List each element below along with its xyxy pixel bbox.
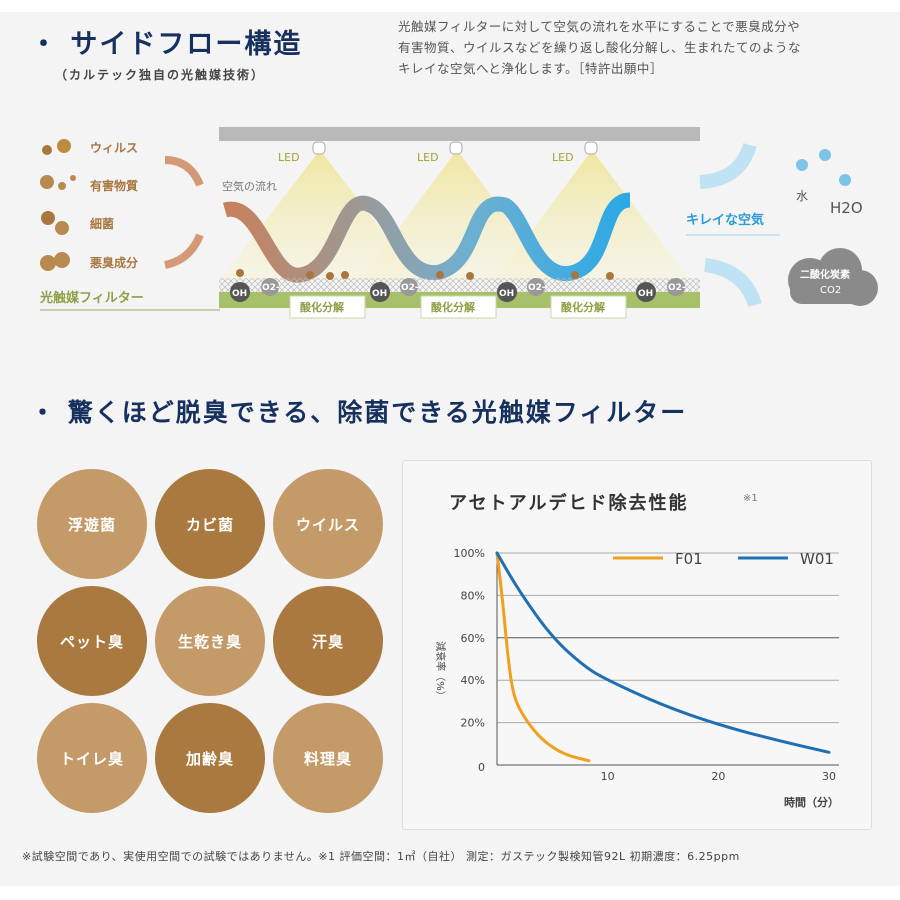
outflow-arrow-icon [699, 142, 757, 189]
section-subtitle: （カルテック独自の光触媒技術） [55, 68, 266, 82]
inflow-arrow-icon [164, 156, 204, 187]
led-light-cone [495, 150, 690, 280]
chart-title: アセトアルデヒド除去性能 [449, 492, 688, 514]
target-circle: 料理臭 [273, 703, 383, 813]
o2-marker [527, 278, 545, 296]
y-tick-label: 20% [461, 717, 485, 730]
led-label: LED [278, 151, 300, 164]
oxidation-label: 酸化分解 [300, 300, 344, 314]
y-tick-label: 100% [454, 547, 485, 560]
oh-label: OH [638, 289, 653, 299]
o2-label: O2- [401, 283, 419, 293]
target-circle: トイレ臭 [37, 703, 147, 813]
inflow-arrow-icon [164, 233, 204, 269]
water-drop-icon [796, 149, 851, 186]
input-harmful: 有害物質 [40, 175, 138, 193]
chart-panel: アセトアルデヒド除去性能 ※1 減衰率（%） 時間（分） 0 20% 40% 60% 8… [402, 460, 872, 830]
plot-area: 0 20% 40% 60% 80% 100% 10 20 30 F01 W01 [454, 547, 839, 783]
oxidation-boxes: 酸化分解 酸化分解 酸化分解 [289, 295, 627, 319]
description-line: 光触媒フィルターに対して空気の流れを水平にすることで悪臭成分や [398, 19, 801, 34]
o2-label: O2- [528, 283, 546, 293]
y-tick-label: 60% [461, 632, 485, 645]
section-title-filter: ・ 驚くほど脱臭できる、除菌できる光触媒フィルター [30, 398, 688, 427]
o2-marker [667, 278, 685, 296]
footnote: ※試験空間であり、実使用空間での試験ではありません。※1 評価空間：1㎥（自社）… [22, 850, 740, 863]
y-tick-label: 80% [461, 589, 485, 602]
target-circle: カビ菌 [155, 469, 265, 579]
input-label: 細菌 [90, 216, 114, 231]
x-tick-label: 30 [822, 770, 836, 783]
h2o-label: H2O [830, 199, 863, 217]
target-circle: ペット臭 [37, 586, 147, 696]
led-label: LED [552, 151, 574, 164]
side-flow-diagram: ウィルス 有害物質 細菌 悪臭成分 光触媒フィルター LED LED LED 空… [39, 127, 878, 319]
target-circle: ウイルス [273, 469, 383, 579]
filter-mesh [219, 278, 700, 292]
oh-label: OH [372, 289, 387, 299]
target-circle: 加齢臭 [155, 703, 265, 813]
series-line-f01 [495, 551, 591, 763]
oxidation-box [420, 295, 497, 319]
input-bacteria: 細菌 [41, 211, 114, 235]
section-description: 光触媒フィルターに対して空気の流れを水平にすることで悪臭成分や 有害物質、ウイル… [398, 16, 898, 79]
o2-label: O2- [668, 283, 686, 293]
input-odor: 悪臭成分 [40, 252, 138, 271]
clean-air-label: キレイな空気 [686, 212, 764, 228]
outflow-arrow-icon [703, 258, 762, 308]
led-bulb-icon [584, 141, 598, 155]
ceiling-bar [219, 127, 700, 141]
led-bulb-icon [312, 141, 326, 155]
section-title-side-flow: ・ サイドフロー構造 [30, 29, 303, 60]
o2-marker [400, 278, 418, 296]
y-tick-label: 0 [478, 761, 485, 774]
oh-label: OH [499, 289, 514, 299]
oh-marker [497, 282, 517, 302]
oh-marker [636, 282, 656, 302]
chart-title-note: ※1 [743, 493, 758, 504]
description-line: 有害物質、ウイルスなどを繰り返し酸化分解し、生まれたてのような [398, 40, 802, 55]
led-label: LED [417, 151, 439, 164]
y-axis-label: 減衰率（%） [434, 641, 447, 701]
input-label: 有害物質 [90, 178, 138, 193]
input-label: 悪臭成分 [90, 255, 138, 270]
oxidation-box [550, 295, 627, 319]
target-circle: 汗臭 [273, 586, 383, 696]
oh-marker [230, 282, 250, 302]
x-tick-label: 10 [601, 770, 615, 783]
oxidation-label: 酸化分解 [561, 300, 605, 314]
led-bulb-icon [449, 141, 463, 155]
filter-label: 光触媒フィルター [39, 290, 144, 306]
airflow-label: 空気の流れ [222, 179, 277, 193]
o2-marker [261, 278, 279, 296]
target-circle: 生乾き臭 [155, 586, 265, 696]
water-label: 水 [796, 189, 808, 203]
description-line: キレイな空気へと浄化します。［特許出願中］ [398, 61, 663, 76]
legend-label: F01 [675, 550, 703, 568]
input-label: ウィルス [90, 141, 138, 155]
radical-markers: OH O2- OH O2- OH O2- OH O2- [230, 278, 686, 302]
oxidation-label: 酸化分解 [431, 300, 475, 314]
oxidation-box [289, 295, 366, 319]
chart: アセトアルデヒド除去性能 ※1 減衰率（%） 時間（分） 0 20% 40% 60% 8… [434, 492, 839, 809]
input-virus: ウィルス [42, 139, 138, 155]
y-tick-label: 40% [461, 674, 485, 687]
x-axis-label: 時間（分） [784, 795, 839, 809]
series-line-w01 [495, 551, 831, 754]
oh-marker [370, 282, 390, 302]
captured-particles [236, 269, 614, 280]
x-tick-label: 20 [711, 770, 725, 783]
co2-formula-label: CO2 [820, 285, 841, 296]
cloud-icon [788, 248, 878, 306]
o2-label: O2- [262, 283, 280, 293]
oh-label: OH [232, 289, 247, 299]
co2-label: 二酸化炭素 [800, 268, 850, 281]
legend-label: W01 [800, 550, 834, 568]
target-circle: 浮遊菌 [37, 469, 147, 579]
